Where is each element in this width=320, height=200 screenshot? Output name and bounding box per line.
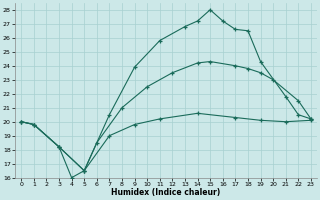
- X-axis label: Humidex (Indice chaleur): Humidex (Indice chaleur): [111, 188, 221, 197]
